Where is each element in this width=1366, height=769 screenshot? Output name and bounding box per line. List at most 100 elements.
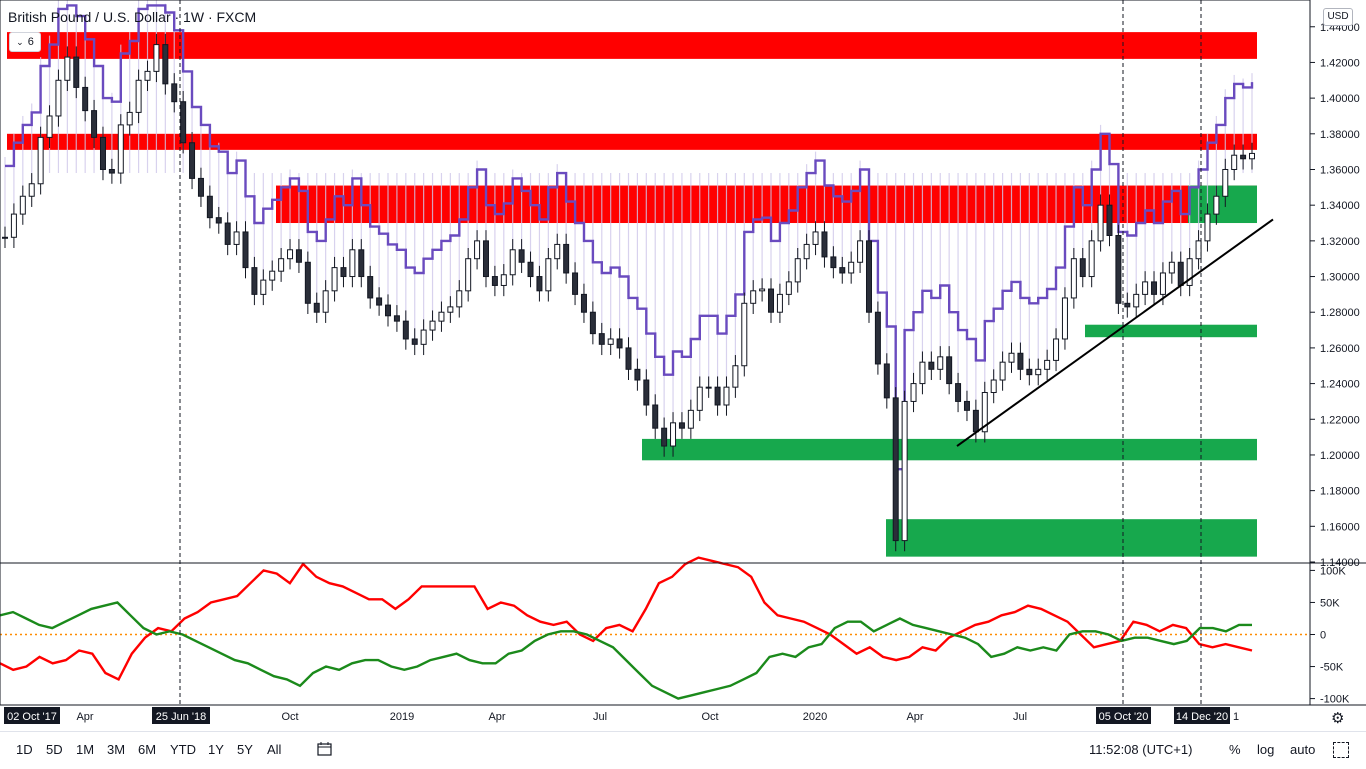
price-tick-label: 1.42000 xyxy=(1320,57,1360,69)
legend-count: 6 xyxy=(27,36,34,48)
candle-body xyxy=(1186,258,1193,286)
resistance-zone xyxy=(7,133,1257,150)
time-tick-label: Oct xyxy=(281,711,298,723)
timeframe-button[interactable]: 6M xyxy=(138,742,157,757)
price-tick-label: 1.38000 xyxy=(1320,129,1360,141)
candle-body xyxy=(393,315,400,322)
timeframe-button[interactable]: 5D xyxy=(46,742,63,757)
timeframe-button[interactable]: 1M xyxy=(76,742,95,757)
osc-tick-label: -100K xyxy=(1320,694,1350,706)
candle-body xyxy=(1088,240,1095,278)
candle-body xyxy=(607,338,614,345)
candle-body xyxy=(928,361,935,370)
bottom-toolbar xyxy=(0,731,1366,769)
candle-body xyxy=(1249,152,1255,160)
time-tick-label: Apr xyxy=(488,711,505,723)
candle-body xyxy=(1044,359,1051,370)
time-tick-label: 2020 xyxy=(803,711,827,723)
percent-scale-button[interactable]: % xyxy=(1229,742,1241,757)
candle-body xyxy=(750,290,757,304)
timeframe-button[interactable]: All xyxy=(267,742,282,757)
candle-body xyxy=(874,311,881,365)
candle-body xyxy=(162,44,169,85)
candle-body xyxy=(670,422,677,447)
chart-canvas[interactable]: 1.44000 1.42000 1.40000 1.38000 1.36000 1.340… xyxy=(0,0,1366,731)
price-tick-label: 1.24000 xyxy=(1320,379,1360,391)
support-zone xyxy=(886,519,1257,557)
timeframe-button[interactable]: 3M xyxy=(107,742,126,757)
candle-body xyxy=(616,338,623,349)
log-scale-button[interactable]: log xyxy=(1257,742,1275,757)
timeframe-button[interactable]: 1D xyxy=(16,742,33,757)
osc-tick-label: -50K xyxy=(1320,662,1344,674)
candle-body xyxy=(108,168,115,174)
auto-scale-button[interactable]: auto xyxy=(1290,742,1316,757)
time-tick-label: Oct xyxy=(701,711,718,723)
support-zone xyxy=(642,438,1257,461)
compare-date-range-icon[interactable] xyxy=(316,741,334,757)
candle-body xyxy=(242,231,249,269)
candle-body xyxy=(10,213,17,238)
candle-body xyxy=(456,290,463,308)
fullscreen-icon[interactable] xyxy=(1333,742,1349,758)
candle-body xyxy=(652,404,659,429)
candle-body xyxy=(1151,281,1158,295)
clock-readout[interactable]: 11:52:08 (UTC+1) xyxy=(1089,742,1193,757)
candle-body xyxy=(447,306,454,313)
candle-body xyxy=(1195,240,1202,260)
candle-body xyxy=(963,400,970,411)
time-tick-label: 1 xyxy=(1233,711,1239,723)
candle-body xyxy=(367,276,374,299)
candle-body xyxy=(1124,302,1131,308)
candle-body xyxy=(803,243,810,260)
timeframe-button[interactable]: YTD xyxy=(170,742,196,757)
timeframe-button[interactable]: 5Y xyxy=(237,742,253,757)
date-highlight-bg xyxy=(1174,707,1230,724)
candle-body xyxy=(73,56,80,88)
candle-body xyxy=(527,261,534,278)
timeframe-button[interactable]: 1Y xyxy=(208,742,224,757)
candle-body xyxy=(331,267,338,292)
time-tick-label: Jul xyxy=(593,711,607,723)
currency-badge[interactable]: USD xyxy=(1323,8,1353,26)
price-tick-label: 1.18000 xyxy=(1320,486,1360,498)
candle-body xyxy=(776,293,783,313)
osc-tick-label: 50K xyxy=(1320,597,1340,609)
candle-body xyxy=(892,397,899,542)
candle-body xyxy=(1115,235,1122,304)
price-tick-label: 1.30000 xyxy=(1320,272,1360,284)
settings-gear-icon[interactable]: ⚙ xyxy=(1331,710,1345,727)
candle-body xyxy=(848,261,855,274)
candle-body xyxy=(661,427,668,447)
candle-body xyxy=(955,383,962,402)
candle-body xyxy=(491,276,498,286)
indicator-legend-toggle[interactable]: ⌄ 6 xyxy=(9,32,41,52)
calendar-icon xyxy=(317,742,332,756)
date-highlight-label: 02 Oct '17 xyxy=(7,711,57,723)
candle-body xyxy=(189,142,196,179)
candle-body xyxy=(830,256,837,269)
osc-tick-label: 0 xyxy=(1320,630,1326,642)
candle-body xyxy=(313,302,320,313)
date-highlight-bg xyxy=(1096,707,1151,724)
candle-body xyxy=(1133,293,1140,308)
candle-body xyxy=(625,347,632,370)
price-tick-label: 1.28000 xyxy=(1320,307,1360,319)
candle-body xyxy=(260,279,267,295)
candle-body xyxy=(839,267,846,274)
candle-body xyxy=(37,136,44,185)
candle-body xyxy=(643,379,650,406)
candle-body xyxy=(723,386,730,406)
candle-body xyxy=(732,365,739,388)
candle-body xyxy=(1240,154,1247,160)
symbol-title[interactable]: British Pound / U.S. Dollar · 1W · FXCM xyxy=(8,9,257,25)
candle-body xyxy=(304,261,311,304)
candle-body xyxy=(295,249,302,263)
candle-body xyxy=(1213,195,1220,215)
candle-body xyxy=(287,249,294,260)
candle-body xyxy=(153,44,160,72)
price-tick-label: 1.14000 xyxy=(1320,557,1360,569)
resistance-zone xyxy=(7,32,1257,59)
candle-body xyxy=(1070,258,1077,299)
